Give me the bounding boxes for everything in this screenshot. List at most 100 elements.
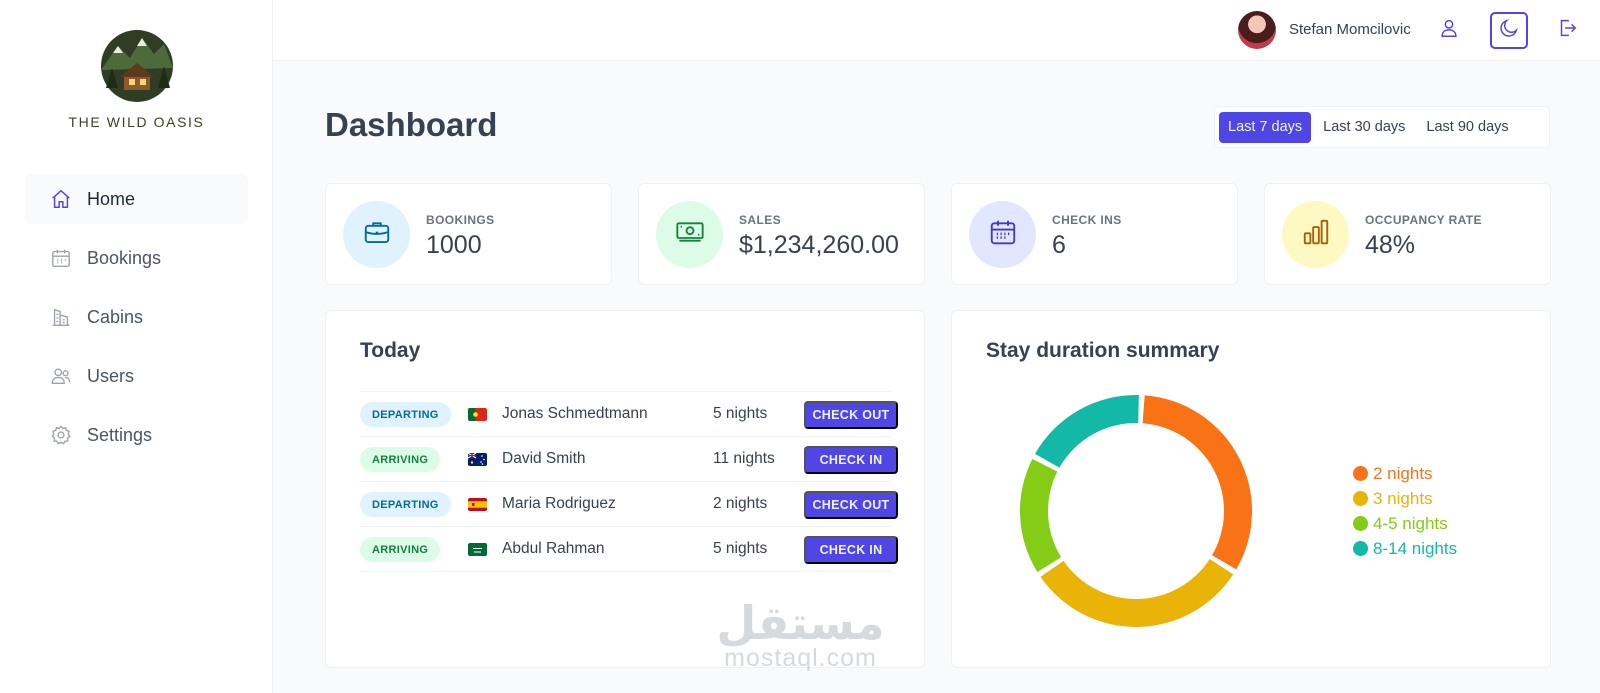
pie-slice-4-5-nights[interactable] xyxy=(1020,459,1062,572)
guest-name: David Smith xyxy=(502,450,586,467)
table-row: ARRIVING Abdul Rahman 5 nights CHECK IN xyxy=(360,527,898,572)
watermark: مستقل mostaql.com xyxy=(708,597,893,672)
sidebar-item-label: Cabins xyxy=(87,306,144,327)
legend-item: 8-14 nights xyxy=(1353,536,1457,561)
legend-dot xyxy=(1353,541,1368,556)
banknotes-icon xyxy=(674,216,706,253)
table-row: DEPARTING Jonas Schmedtmann 5 nights CHE… xyxy=(360,392,898,437)
stat-icon-circle xyxy=(656,201,723,268)
main-nav: Home Bookings Cabins Users Settings xyxy=(25,174,248,469)
page-title: Dashboard xyxy=(325,106,498,143)
cabin-icon xyxy=(50,306,72,328)
logo[interactable]: THE WILD OASIS xyxy=(0,28,273,130)
legend-item: 4-5 nights xyxy=(1353,511,1457,536)
dark-mode-toggle[interactable] xyxy=(1490,12,1528,49)
home-icon xyxy=(50,188,72,210)
user-name: Stefan Momcilovic xyxy=(1289,21,1411,38)
legend-label: 8-14 nights xyxy=(1373,538,1458,558)
chart-title: Stay duration summary xyxy=(986,339,1220,362)
today-title: Today xyxy=(360,339,421,362)
user-icon xyxy=(1438,17,1460,44)
briefcase-icon xyxy=(362,217,392,252)
sidebar: THE WILD OASIS Home Bookings Cabins User… xyxy=(0,0,273,693)
filter-last-90-days[interactable]: Last 90 days xyxy=(1426,119,1509,135)
watermark-arabic: مستقل xyxy=(716,597,885,649)
users-icon xyxy=(50,365,72,387)
stat-value: $1,234,260.00 xyxy=(739,231,899,259)
today-panel: Today DEPARTING Jonas Schmedtmann 5 nigh… xyxy=(325,310,925,668)
stat-value: 6 xyxy=(1052,231,1066,259)
calendar-icon xyxy=(50,247,72,269)
stat-icon-circle xyxy=(1282,201,1349,268)
legend-dot xyxy=(1353,491,1368,506)
sidebar-item-bookings[interactable]: Bookings xyxy=(25,233,248,283)
check-in-button[interactable]: CHECK IN xyxy=(804,536,898,564)
logo-icon xyxy=(100,30,173,102)
filter-last-30-days[interactable]: Last 30 days xyxy=(1323,119,1406,135)
australia-flag xyxy=(468,453,487,466)
table-row: ARRIVING David Smith 11 nights CHECK IN xyxy=(360,437,898,482)
sidebar-item-label: Home xyxy=(87,188,136,209)
portugal-flag xyxy=(468,408,487,421)
status-badge: ARRIVING xyxy=(360,537,441,562)
stat-label: BOOKINGS xyxy=(426,213,495,227)
sidebar-item-label: Settings xyxy=(87,424,153,445)
saudi-arabia-flag xyxy=(468,543,487,556)
stay-duration-panel: Stay duration summary 2 nights 3 nights … xyxy=(951,310,1551,668)
pie-slice-8-14-nights[interactable] xyxy=(1035,395,1139,468)
stay-nights: 2 nights xyxy=(713,495,768,512)
pie-slice-3-nights[interactable] xyxy=(1040,559,1234,627)
moon-icon xyxy=(1498,17,1520,44)
stat-sales: SALES $1,234,260.00 xyxy=(638,183,925,285)
date-filter: Last 7 days Last 30 days Last 90 days xyxy=(1214,106,1550,148)
stat-label: CHECK INS xyxy=(1052,213,1122,227)
sidebar-item-settings[interactable]: Settings xyxy=(25,410,248,460)
status-badge: DEPARTING xyxy=(360,492,451,517)
spain-flag xyxy=(468,498,487,511)
logout-icon xyxy=(1556,17,1578,44)
watermark-latin: mostaql.com xyxy=(724,644,877,672)
legend-label: 2 nights xyxy=(1373,463,1433,483)
chart-legend: 2 nights 3 nights 4-5 nights 8-14 nights xyxy=(1353,461,1457,561)
calendar-days-icon xyxy=(988,217,1018,252)
stat-label: OCCUPANCY RATE xyxy=(1365,213,1482,227)
stat-label: SALES xyxy=(739,213,782,227)
stat-icon-circle xyxy=(343,201,410,268)
logout-button[interactable] xyxy=(1548,12,1586,49)
legend-dot xyxy=(1353,466,1368,481)
legend-dot xyxy=(1353,516,1368,531)
guest-name: Jonas Schmedtmann xyxy=(502,405,648,422)
brand-name: THE WILD OASIS xyxy=(68,114,205,130)
table-row: DEPARTING Maria Rodriguez 2 nights CHECK… xyxy=(360,482,898,527)
stat-check-ins: CHECK INS 6 xyxy=(951,183,1238,285)
guest-name: Abdul Rahman xyxy=(502,540,605,557)
legend-item: 3 nights xyxy=(1353,486,1457,511)
guest-name: Maria Rodriguez xyxy=(502,495,616,512)
donut-chart xyxy=(1020,395,1252,627)
status-badge: DEPARTING xyxy=(360,402,451,427)
stay-nights: 5 nights xyxy=(713,405,768,422)
stat-value: 1000 xyxy=(426,231,482,259)
stat-icon-circle xyxy=(969,201,1036,268)
stay-nights: 5 nights xyxy=(713,540,768,557)
check-in-button[interactable]: CHECK IN xyxy=(804,446,898,474)
top-header: Stefan Momcilovic xyxy=(273,0,1600,61)
chart-bar-icon xyxy=(1301,217,1331,252)
check-out-button[interactable]: CHECK OUT xyxy=(804,491,898,519)
today-list: DEPARTING Jonas Schmedtmann 5 nights CHE… xyxy=(360,391,898,572)
stat-bookings: BOOKINGS 1000 xyxy=(325,183,612,285)
status-badge: ARRIVING xyxy=(360,447,441,472)
sidebar-item-cabins[interactable]: Cabins xyxy=(25,292,248,342)
sidebar-item-users[interactable]: Users xyxy=(25,351,248,401)
pie-slice-2-nights[interactable] xyxy=(1142,395,1252,570)
stay-nights: 11 nights xyxy=(713,450,775,467)
filter-last-7-days[interactable]: Last 7 days xyxy=(1219,111,1312,143)
avatar[interactable] xyxy=(1238,11,1276,49)
sidebar-item-label: Users xyxy=(87,365,135,386)
check-out-button[interactable]: CHECK OUT xyxy=(804,401,898,429)
legend-item: 2 nights xyxy=(1353,461,1457,486)
legend-label: 4-5 nights xyxy=(1373,513,1448,533)
sidebar-item-home[interactable]: Home xyxy=(25,174,248,224)
stat-value: 48% xyxy=(1365,231,1416,259)
account-button[interactable] xyxy=(1430,12,1468,49)
